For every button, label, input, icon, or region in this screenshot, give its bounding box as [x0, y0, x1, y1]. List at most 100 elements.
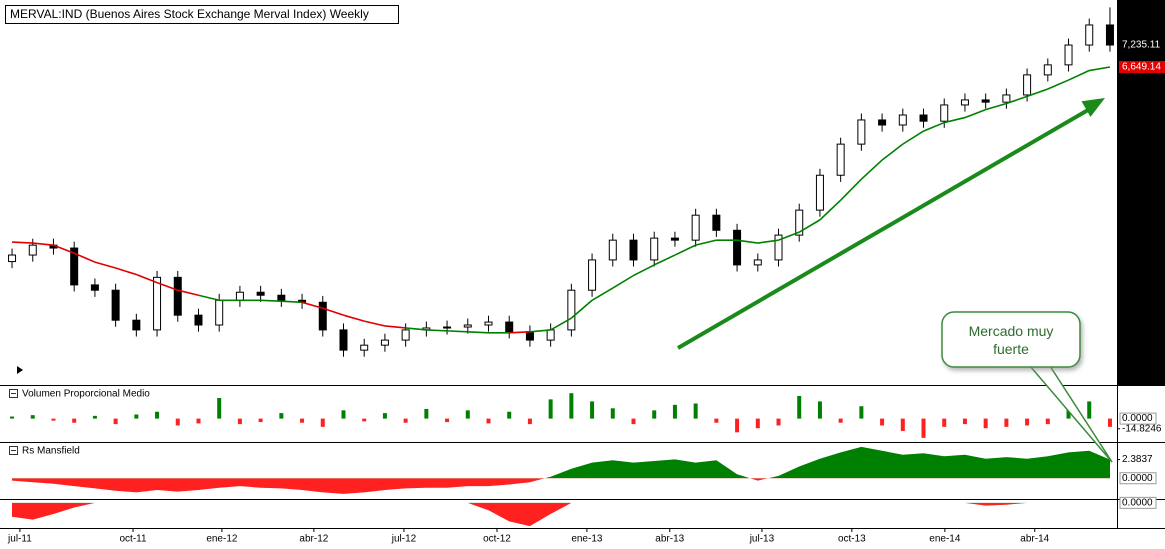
moving-average-segment [964, 108, 986, 119]
x-tick-label: oct-13 [838, 534, 866, 545]
moving-average-segment [674, 244, 696, 256]
candle-body [815, 174, 824, 211]
moving-average-segment [985, 102, 1007, 111]
candle-body [525, 331, 534, 341]
volume-bar [341, 410, 346, 419]
volume-bar [590, 401, 595, 419]
x-tick-label: jul-11 [7, 534, 32, 545]
panel-title: Rs Mansfield [22, 446, 80, 457]
volume-bar [30, 415, 35, 419]
volume-bar [755, 418, 760, 429]
candle-body [546, 329, 555, 341]
moving-average-segment [364, 320, 386, 327]
candle-body [588, 259, 597, 291]
volume-bar [527, 418, 532, 425]
moving-average-segment [778, 231, 800, 241]
candle-body [401, 329, 410, 341]
moving-average-segment [156, 281, 179, 291]
candle-body [857, 119, 866, 145]
moving-average-segment [73, 252, 96, 263]
title-box [5, 5, 399, 24]
scroll-icon[interactable] [17, 366, 23, 374]
candle-body [380, 339, 389, 346]
volume-bar [113, 418, 118, 425]
volume-bar [962, 418, 967, 425]
candle-body [8, 254, 17, 263]
moving-average-segment [570, 299, 593, 319]
y-tick-label: 0.0000 [1122, 413, 1153, 424]
candle-body [629, 239, 638, 261]
chart-title: MERVAL:IND (Buenos Aires Stock Exchange … [10, 7, 369, 21]
volume-bar [258, 418, 263, 423]
volume-bar [817, 401, 822, 419]
volume-bar [279, 413, 284, 419]
candle-body [235, 291, 244, 301]
volume-bar [735, 418, 740, 433]
candle-body [1002, 94, 1011, 103]
volume-bar [320, 418, 325, 427]
volume-bar [569, 393, 574, 419]
moving-average-segment [653, 254, 676, 266]
tick-label-box [1119, 472, 1157, 485]
moving-average-segment [94, 261, 116, 269]
candle-body [215, 299, 224, 326]
candle-body [960, 99, 969, 106]
candle-body [691, 214, 700, 241]
x-tick-label: oct-12 [483, 534, 511, 545]
candle-body [111, 289, 120, 321]
moving-average-segment [860, 159, 883, 180]
moving-average-segment [115, 267, 137, 276]
panel-collapse-icons [9, 389, 18, 455]
candle-body [753, 259, 762, 266]
volume-bar [610, 408, 615, 419]
candle-body [733, 229, 742, 266]
moving-average-segment [529, 329, 551, 333]
volume-bar [486, 418, 491, 424]
candle-body [90, 284, 99, 291]
candle-body [878, 119, 887, 126]
price-scale-background [1118, 0, 1165, 385]
x-tick-label: abr-13 [655, 534, 684, 545]
candle-body [836, 143, 845, 176]
candle-body [173, 276, 182, 316]
moving-average-segment [384, 325, 406, 329]
volume-bar [403, 418, 408, 423]
volume-bar [92, 415, 97, 419]
volume-bar [196, 418, 201, 424]
area-negative [12, 502, 1110, 527]
candle-body [1085, 24, 1094, 46]
x-tick-label: ene-14 [929, 534, 961, 545]
y-tick-label: 6,649.14 [1122, 62, 1161, 73]
trend-arrow-head [1081, 98, 1105, 117]
volume-bar [1045, 418, 1050, 425]
volume-bar [983, 418, 988, 429]
candle-body [505, 321, 514, 333]
candle-body [940, 104, 949, 122]
volume-bar [175, 418, 180, 426]
candle-body [981, 99, 990, 103]
moving-average-segment [198, 294, 220, 302]
x-tick-label: ene-12 [206, 534, 238, 545]
volume-bar [134, 414, 139, 419]
moving-average-segment [736, 239, 758, 244]
moving-average-segment [881, 143, 904, 161]
y-tick-label: 0.0000 [1122, 473, 1153, 484]
candle-body [360, 344, 369, 351]
candle-body [567, 289, 576, 331]
moving-average-segment [177, 289, 199, 297]
x-tick-label: jul-12 [391, 534, 417, 545]
moving-average-segment [405, 327, 427, 331]
moving-average-segment [12, 241, 33, 244]
moving-average-segment [509, 331, 530, 334]
candle-body [277, 294, 286, 301]
volume-bar [424, 408, 429, 419]
moving-average-segment [1006, 95, 1028, 105]
volume-bar [507, 411, 512, 419]
candle-body [153, 276, 162, 331]
candle-body [650, 237, 659, 261]
moving-average-segment [819, 199, 842, 221]
moving-average-segment [757, 239, 779, 244]
volume-bar [237, 418, 242, 425]
moving-average-segment [301, 301, 323, 310]
candle-body [795, 209, 804, 236]
